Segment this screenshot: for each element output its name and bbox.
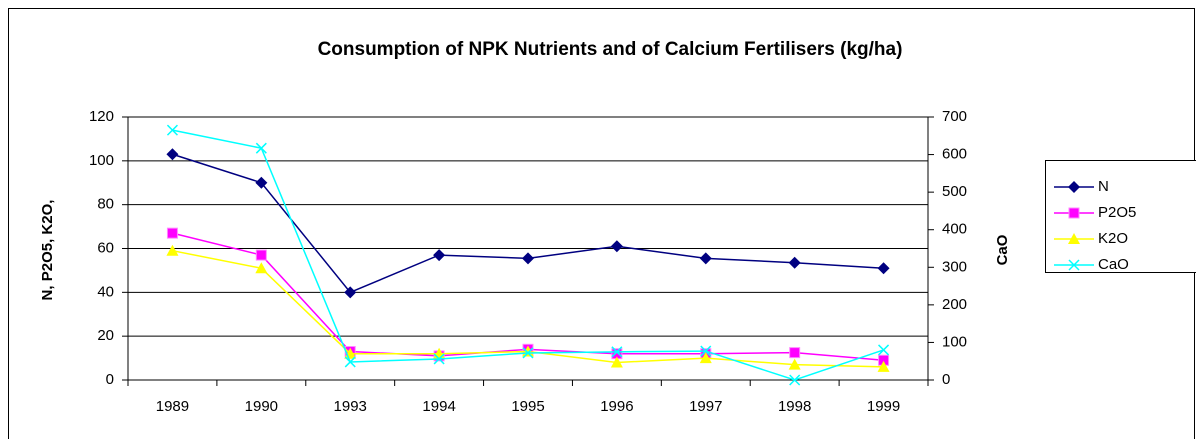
y-axis-label: N, P2O5, K2O, — [39, 200, 56, 301]
marker — [790, 348, 800, 358]
x-tick-label: 1994 — [422, 398, 455, 415]
y2-tick-label: 700 — [942, 108, 967, 125]
y-tick-label: 0 — [106, 371, 114, 388]
x-tick-label: 1989 — [156, 398, 189, 415]
legend-label: CaO — [1098, 256, 1129, 273]
marker — [167, 228, 177, 238]
y-tick-label: 20 — [97, 327, 114, 344]
x-tick-label: 1995 — [511, 398, 544, 415]
x-tick-label: 1997 — [689, 398, 722, 415]
x-tick-label: 1996 — [600, 398, 633, 415]
x-tick-label: 1999 — [867, 398, 900, 415]
legend-marker — [1069, 208, 1079, 218]
y-tick-label: 100 — [89, 152, 114, 169]
y2-tick-label: 400 — [942, 221, 967, 238]
chart-border — [9, 9, 1195, 440]
x-tick-label: 1990 — [245, 398, 278, 415]
y2-tick-label: 100 — [942, 333, 967, 350]
chart-title: Consumption of NPK Nutrients and of Calc… — [318, 39, 903, 60]
y2-tick-label: 300 — [942, 258, 967, 275]
y-tick-label: 60 — [97, 239, 114, 256]
marker — [256, 250, 266, 260]
legend-label: N — [1098, 178, 1109, 195]
y2-tick-label: 500 — [942, 183, 967, 200]
y-tick-label: 80 — [97, 196, 114, 213]
legend-label: K2O — [1098, 230, 1128, 247]
y2-axis-label: CaO — [994, 234, 1011, 265]
y2-tick-label: 0 — [942, 371, 950, 388]
x-tick-label: 1998 — [778, 398, 811, 415]
y2-tick-label: 600 — [942, 146, 967, 163]
legend-label: P2O5 — [1098, 204, 1136, 221]
y2-tick-label: 200 — [942, 296, 967, 313]
x-tick-label: 1993 — [334, 398, 367, 415]
y-tick-label: 120 — [89, 108, 114, 125]
y-tick-label: 40 — [97, 283, 114, 300]
